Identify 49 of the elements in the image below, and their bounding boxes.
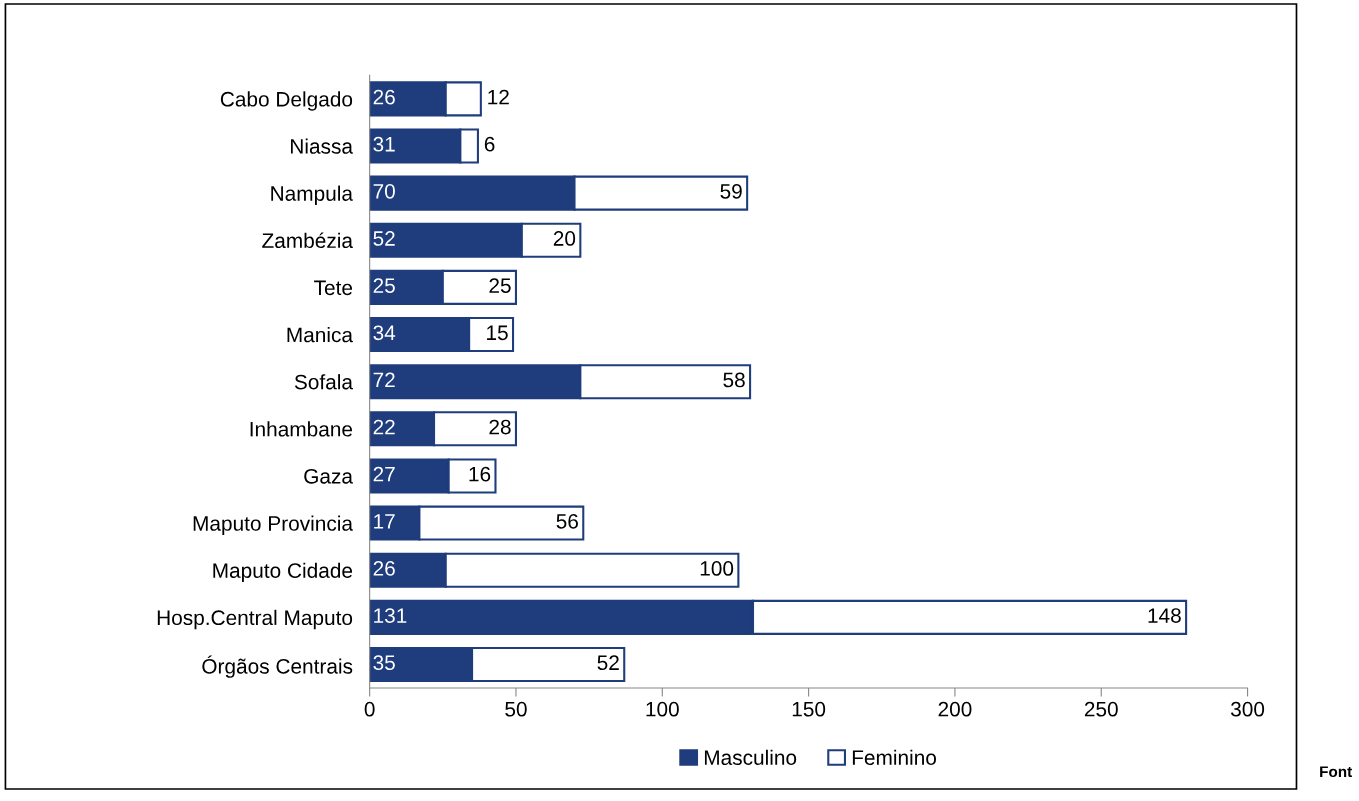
x-tick-label: 50 bbox=[505, 701, 527, 717]
y-tick-label: Niassa bbox=[291, 138, 353, 154]
data-label: 28 bbox=[489, 419, 511, 435]
y-tick-label: Zambézia bbox=[262, 232, 353, 249]
x-tick-label: 100 bbox=[646, 701, 679, 717]
data-label: 70 bbox=[373, 183, 395, 199]
data-label: 17 bbox=[374, 514, 395, 529]
data-label: 52 bbox=[373, 231, 395, 246]
y-tick-label: Hosp.Central Maputo bbox=[157, 609, 353, 630]
x-tick-label: 250 bbox=[1084, 701, 1118, 717]
data-label: 58 bbox=[723, 372, 745, 388]
y-tick-label: Maputo Provincia bbox=[193, 515, 353, 535]
y-tick-label: Maputo Cidade bbox=[213, 562, 353, 583]
x-tick-label: 0 bbox=[364, 701, 375, 717]
data-label: 16 bbox=[469, 466, 491, 482]
legend-label: Feminino bbox=[852, 749, 937, 766]
data-label: 72 bbox=[373, 372, 395, 388]
y-tick-label: Gaza bbox=[304, 468, 353, 484]
data-label: 26 bbox=[373, 561, 395, 576]
data-label: 26 bbox=[373, 89, 395, 105]
data-label: 6 bbox=[484, 136, 495, 152]
data-label: 25 bbox=[489, 278, 511, 293]
data-label: 25 bbox=[373, 278, 395, 293]
x-tick-label: 150 bbox=[792, 701, 826, 717]
y-tick-label: Nampula bbox=[271, 185, 353, 206]
y-tick-label: Órgãos Centrais bbox=[202, 655, 353, 678]
text: Font bbox=[1320, 766, 1353, 778]
data-label: 22 bbox=[373, 419, 395, 435]
data-label: 56 bbox=[556, 513, 578, 529]
data-label: 131 bbox=[374, 608, 407, 623]
data-label: 59 bbox=[720, 183, 742, 199]
data-label: 34 bbox=[373, 325, 396, 341]
y-tick-label: Inhambane bbox=[250, 421, 353, 437]
data-label: 100 bbox=[700, 561, 734, 576]
data-label: 20 bbox=[553, 231, 576, 246]
data-label: 15 bbox=[487, 325, 508, 341]
data-label: 31 bbox=[373, 136, 395, 152]
data-label: 12 bbox=[488, 89, 509, 105]
data-label: 27 bbox=[373, 466, 395, 482]
data-label: 52 bbox=[597, 655, 619, 671]
data-label: 35 bbox=[373, 655, 395, 671]
legend-label: Masculino bbox=[704, 749, 797, 766]
y-tick-label: Manica bbox=[287, 326, 353, 343]
data-label: 148 bbox=[1148, 608, 1181, 623]
x-tick-label: 300 bbox=[1230, 701, 1265, 717]
y-tick-label: Tete bbox=[314, 280, 353, 296]
x-tick-label: 200 bbox=[938, 701, 972, 717]
y-tick-label: Cabo Delgado bbox=[220, 91, 353, 111]
y-tick-label: Sofala bbox=[294, 374, 353, 390]
